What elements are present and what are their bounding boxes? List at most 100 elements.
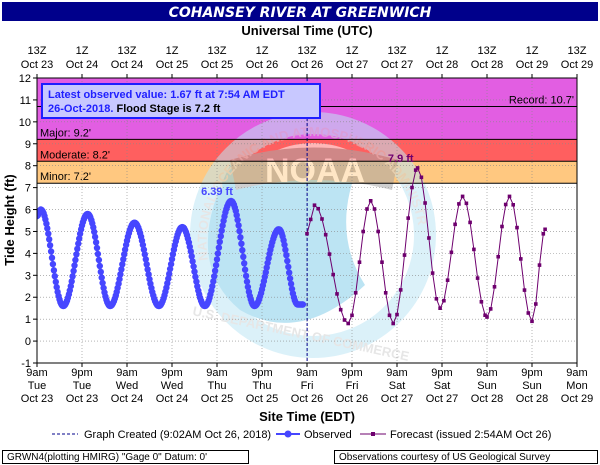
observed-point [241, 266, 249, 273]
forecast-point [442, 298, 446, 303]
forecast-point [331, 272, 335, 277]
bottom-tick-label-date: Oct 23 [66, 393, 98, 405]
footer-datum: GRWN4(plotting HMIRG) "Gage 0" Datum: 0' [2, 450, 249, 464]
bottom-tick-label-date: Oct 26 [336, 393, 368, 405]
forecast-point [308, 217, 313, 222]
top-tick-label-date: Oct 27 [336, 59, 368, 71]
forecast-point [423, 201, 427, 205]
forecast-point [402, 253, 407, 257]
observed-point [97, 268, 105, 276]
bottom-tick-label-time: 9pm [251, 367, 272, 379]
forecast-point [479, 300, 484, 304]
forecast-point [530, 319, 534, 324]
y-tick-label: 7 [25, 183, 31, 195]
forecast-point [515, 225, 519, 230]
footer-credit: Observations courtesy of US Geological S… [334, 450, 598, 464]
observed-point [166, 265, 174, 273]
forecast-point [522, 288, 527, 292]
top-tick-label-date: Oct 24 [111, 59, 143, 71]
observed-point [93, 244, 101, 252]
bottom-tick-label-day: Sat [389, 380, 406, 392]
observed-point [71, 262, 78, 269]
x-axis-title: Site Time (EDT) [259, 409, 355, 424]
bottom-tick-label-time: 9am [116, 367, 137, 379]
observed-point [237, 234, 244, 241]
forecast-point [327, 252, 332, 256]
top-tick-label-time: 13Z [568, 45, 587, 57]
forecast-point [526, 311, 531, 315]
top-tick-label-date: Oct 28 [471, 59, 503, 71]
forecast-point [398, 288, 403, 292]
forecast-point [320, 217, 324, 221]
y-tick-label: 8 [25, 161, 31, 173]
observed-point [141, 251, 148, 258]
legend-created-label: Graph Created (9:02AM Oct 26, 2018) [84, 429, 271, 441]
observed-point [243, 278, 251, 285]
legend: Graph Created (9:02AM Oct 26, 2018) Obse… [52, 429, 551, 441]
bottom-tick-label-date: Oct 25 [201, 393, 233, 405]
top-tick-label-date: Oct 26 [246, 59, 278, 71]
observed-point [70, 267, 77, 275]
forecast-point [383, 291, 388, 295]
observed-point [283, 252, 290, 259]
observed-point [49, 260, 57, 268]
bottom-tick-label-time: 9pm [71, 367, 92, 379]
y-tick-label: 3 [25, 270, 31, 282]
latest-value-line1: Latest observed value: 1.67 ft at 7:54 A… [48, 89, 285, 101]
forecast-point [387, 313, 392, 318]
title-bar [2, 2, 598, 21]
observed-point [239, 247, 246, 254]
y-tick-label: 6 [25, 205, 31, 217]
observed-point [91, 228, 98, 236]
observed-point [73, 251, 80, 258]
top-tick-label-date: Oct 28 [426, 59, 458, 71]
forecast-point [415, 166, 420, 170]
bottom-tick-label-date: Oct 29 [561, 393, 593, 405]
observed-point [240, 253, 247, 260]
forecast-point [483, 313, 487, 317]
observed-point [142, 256, 149, 263]
bottom-tick-label-time: 9am [386, 367, 407, 379]
observed-point [75, 240, 82, 247]
top-tick-label-date: Oct 23 [21, 59, 53, 71]
observed-point [217, 233, 224, 240]
observed-point [234, 216, 241, 224]
forecast-point [468, 220, 472, 225]
observed-point [286, 269, 293, 276]
forecast-point [335, 292, 339, 296]
observed-point [92, 239, 100, 246]
forecast-point [406, 216, 410, 220]
observed-point [119, 261, 126, 268]
observed-point [53, 283, 60, 291]
top-tick-label-date: Oct 29 [516, 59, 548, 71]
forecast-point [353, 291, 358, 295]
observed-point [46, 242, 54, 249]
observed-point [235, 222, 242, 229]
top-tick-label-date: Oct 27 [381, 59, 413, 71]
observed-point [281, 241, 288, 248]
observed-point [74, 245, 81, 253]
observed-point [167, 260, 175, 268]
observed-point [168, 255, 176, 263]
forecast-point [503, 202, 508, 207]
observed-point [44, 225, 51, 232]
bottom-tick-label-time: 9am [476, 367, 497, 379]
top-tick-label-time: 1Z [526, 45, 539, 57]
bottom-tick-label-date: Oct 25 [246, 393, 278, 405]
bottom-tick-label-time: 9pm [431, 367, 452, 379]
forecast-point [419, 175, 424, 180]
observed-point [286, 275, 294, 282]
bottom-tick-label-date: Oct 26 [291, 393, 323, 405]
observed-point [188, 253, 195, 260]
bottom-tick-label-day: Tue [28, 380, 47, 392]
observed-point [68, 278, 75, 285]
top-tick-label-date: Oct 24 [66, 59, 98, 71]
observed-point [95, 256, 103, 264]
observed-point [284, 257, 291, 265]
observed-point [213, 256, 221, 263]
observed-point [236, 227, 243, 235]
legend-observed-label: Observed [304, 429, 352, 441]
observed-point [233, 212, 240, 219]
top-tick-label-time: 1Z [256, 45, 269, 57]
forecast-point [395, 312, 399, 317]
